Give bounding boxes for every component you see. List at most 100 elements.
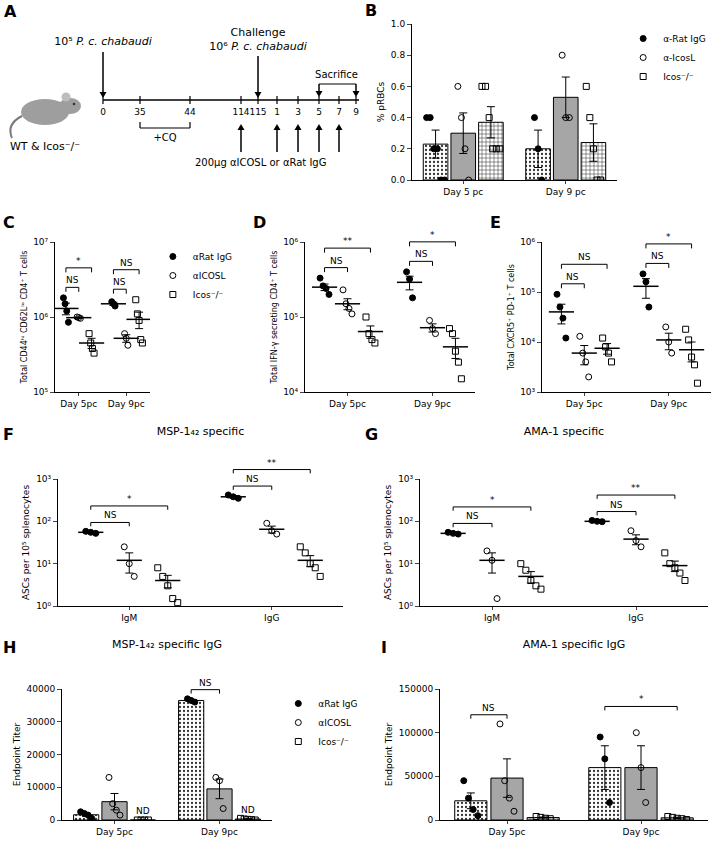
svg-text:1.0: 1.0	[391, 19, 406, 29]
svg-text:10²: 10²	[36, 516, 51, 526]
svg-text:NS: NS	[482, 703, 495, 713]
svg-text:IgM: IgM	[484, 613, 500, 623]
svg-text:ND: ND	[136, 806, 150, 816]
svg-text:ASCs per 10⁵ splenocytes: ASCs per 10⁵ splenocytes	[383, 485, 393, 600]
svg-text:10²: 10²	[398, 516, 413, 526]
svg-text:Total IFN-γ secreting CD4⁺ T c: Total IFN-γ secreting CD4⁺ T cells	[270, 251, 279, 385]
svg-text:αRat IgG: αRat IgG	[193, 252, 232, 262]
svg-text:0: 0	[427, 815, 433, 825]
svg-text:Day 9pc: Day 9pc	[650, 399, 687, 409]
svg-text:**: **	[343, 236, 353, 246]
svg-text:αRat IgG: αRat IgG	[318, 699, 357, 709]
svg-text:*: *	[639, 694, 644, 704]
svg-text:*: *	[430, 230, 435, 240]
svg-text:NS: NS	[466, 511, 479, 521]
svg-text:40000: 40000	[27, 684, 56, 694]
svg-text:10⁵: 10⁵	[33, 387, 48, 397]
svg-text:10⁰: 10⁰	[398, 601, 413, 611]
svg-text:10⁵ P. c. chabaudi: 10⁵ P. c. chabaudi	[54, 35, 152, 48]
svg-text:0.8: 0.8	[391, 50, 406, 60]
svg-text:10³: 10³	[398, 474, 413, 484]
svg-text:Day 5pc: Day 5pc	[96, 827, 133, 837]
svg-text:*: *	[490, 495, 495, 505]
svg-text:Day 9 pc: Day 9 pc	[546, 187, 586, 197]
svg-text:150000: 150000	[399, 684, 434, 694]
svg-text:Day 9pc: Day 9pc	[201, 827, 238, 837]
svg-text:Icos⁻/⁻: Icos⁻/⁻	[318, 737, 349, 747]
svg-text:NS: NS	[566, 272, 579, 282]
svg-text:5: 5	[316, 107, 322, 117]
svg-text:IgG: IgG	[628, 613, 643, 623]
svg-text:NS: NS	[104, 510, 117, 520]
svg-text:*: *	[127, 494, 132, 504]
svg-text:10⁶: 10⁶	[283, 237, 298, 247]
svg-text:44: 44	[184, 107, 196, 117]
svg-text:0.4: 0.4	[391, 113, 406, 123]
svg-text:Total CXCR5⁺ PD-1⁺ T cells: Total CXCR5⁺ PD-1⁺ T cells	[507, 264, 516, 371]
svg-text:αICOSL: αICOSL	[318, 718, 351, 728]
svg-text:Icos⁻/⁻: Icos⁻/⁻	[193, 290, 224, 300]
svg-text:10⁷: 10⁷	[33, 237, 48, 247]
svg-text:NS: NS	[578, 252, 591, 262]
svg-text:α-IcosL: α-IcosL	[663, 53, 695, 63]
svg-text:10³: 10³	[36, 474, 51, 484]
svg-text:200µg αICOSL or αRat IgG: 200µg αICOSL or αRat IgG	[195, 157, 326, 168]
svg-text:100000: 100000	[399, 728, 434, 738]
svg-text:MSP-1₄₂ specific: MSP-1₄₂ specific	[157, 425, 245, 438]
svg-text:Day 9pc: Day 9pc	[622, 827, 659, 837]
svg-text:NS: NS	[651, 251, 664, 261]
svg-text:NS: NS	[246, 474, 259, 484]
svg-text:3: 3	[295, 107, 301, 117]
svg-text:Day 9pc: Day 9pc	[414, 399, 451, 409]
svg-text:Day 5 pc: Day 5 pc	[443, 187, 483, 197]
svg-text:αICOSL: αICOSL	[193, 271, 226, 281]
svg-text:35: 35	[134, 107, 145, 117]
svg-text:10⁶: 10⁶	[33, 312, 48, 322]
svg-text:0: 0	[49, 815, 55, 825]
svg-text:Total CD44ʰⁱ CD62Lˡᵒ CD4⁺ T ce: Total CD44ʰⁱ CD62Lˡᵒ CD4⁺ T cells	[20, 251, 29, 385]
svg-text:0: 0	[100, 107, 106, 117]
svg-text:10⁵: 10⁵	[283, 312, 298, 322]
svg-text:9: 9	[353, 107, 359, 117]
svg-text:AMA-1 specific IgG: AMA-1 specific IgG	[523, 638, 626, 651]
svg-text:10¹: 10¹	[398, 559, 413, 569]
svg-text:10⁶: 10⁶	[520, 237, 535, 247]
svg-text:Day 5pc: Day 5pc	[329, 399, 366, 409]
svg-text:NS: NS	[330, 256, 343, 266]
svg-text:% pRBCs: % pRBCs	[376, 82, 386, 123]
svg-text:NS: NS	[113, 277, 126, 287]
svg-text:0.6: 0.6	[391, 82, 406, 92]
svg-text:IgG: IgG	[264, 613, 279, 623]
svg-text:0.0: 0.0	[391, 175, 406, 185]
svg-text:0.2: 0.2	[391, 144, 405, 154]
svg-text:NS: NS	[120, 258, 133, 268]
svg-text:10000: 10000	[27, 782, 56, 792]
svg-text:Day 9pc: Day 9pc	[108, 399, 145, 409]
svg-text:*: *	[666, 232, 671, 242]
svg-text:Day 5pc: Day 5pc	[60, 399, 97, 409]
svg-text:ASCs per 10⁵ splenocytes: ASCs per 10⁵ splenocytes	[21, 485, 31, 600]
svg-text:NS: NS	[66, 275, 79, 285]
svg-text:NS: NS	[199, 678, 212, 688]
svg-text:MSP-1₄₂ specific IgG: MSP-1₄₂ specific IgG	[112, 638, 222, 651]
svg-text:10⁶ P. c. chabaudi: 10⁶ P. c. chabaudi	[209, 40, 307, 53]
svg-text:Challenge: Challenge	[231, 26, 286, 39]
svg-text:1: 1	[274, 107, 280, 117]
svg-text:NS: NS	[610, 500, 623, 510]
svg-text:WT & Icos⁻/⁻: WT & Icos⁻/⁻	[10, 140, 80, 153]
svg-text:Day 5pc: Day 5pc	[566, 399, 603, 409]
svg-text:Endpoint Titer: Endpoint Titer	[384, 722, 394, 786]
svg-text:+CQ: +CQ	[153, 132, 176, 143]
svg-text:**: **	[631, 483, 641, 493]
svg-text:10⁰: 10⁰	[36, 601, 51, 611]
svg-text:Day 5pc: Day 5pc	[488, 827, 525, 837]
svg-text:10⁵: 10⁵	[520, 287, 535, 297]
svg-text:30000: 30000	[27, 717, 56, 727]
svg-text:*: *	[76, 256, 81, 266]
svg-text:Icos⁻/⁻: Icos⁻/⁻	[663, 72, 694, 82]
svg-text:10³: 10³	[520, 387, 535, 397]
svg-text:115: 115	[249, 107, 266, 117]
svg-text:**: **	[267, 458, 277, 468]
svg-text:114: 114	[232, 107, 249, 117]
svg-text:AMA-1 specific: AMA-1 specific	[524, 425, 604, 438]
